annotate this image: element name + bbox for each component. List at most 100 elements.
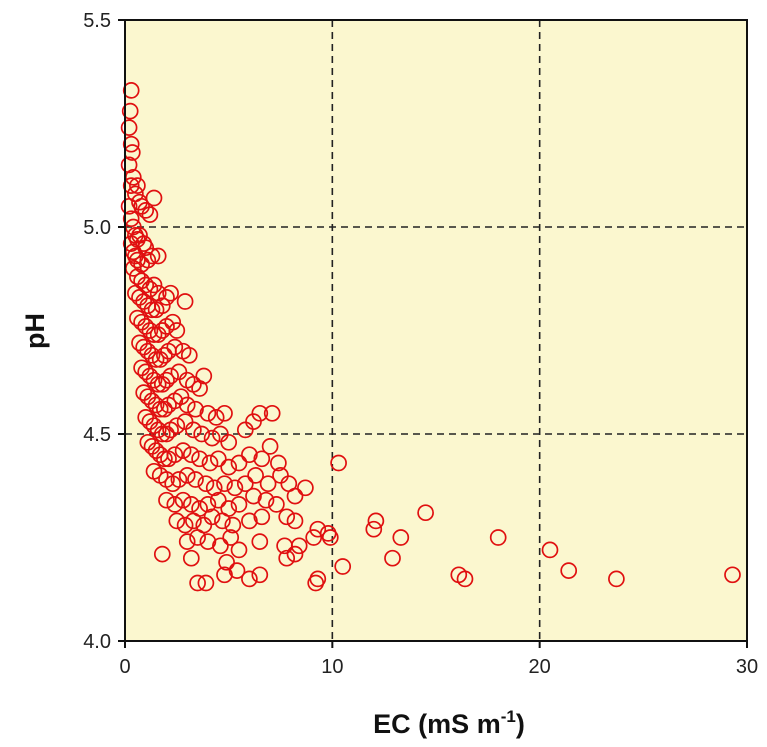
data-point bbox=[330, 454, 347, 472]
data-point bbox=[168, 512, 186, 530]
data-point bbox=[199, 496, 217, 513]
data-point bbox=[120, 156, 138, 174]
data-point bbox=[185, 512, 202, 530]
data-point bbox=[172, 388, 190, 406]
data-point bbox=[158, 491, 175, 509]
data-point bbox=[209, 491, 227, 509]
data-point bbox=[220, 458, 238, 476]
data-point bbox=[178, 467, 196, 484]
data-point bbox=[193, 425, 211, 443]
data-point bbox=[166, 446, 184, 464]
data-point bbox=[608, 570, 625, 588]
data-point bbox=[321, 529, 339, 546]
data-point bbox=[367, 512, 385, 530]
plot-background bbox=[125, 20, 747, 641]
data-point bbox=[182, 496, 200, 513]
x-axis-title-close: ) bbox=[516, 709, 525, 739]
data-point bbox=[158, 425, 175, 443]
data-point bbox=[199, 533, 217, 550]
data-point bbox=[168, 322, 186, 339]
data-point bbox=[241, 570, 258, 588]
data-point bbox=[212, 537, 229, 555]
data-point bbox=[251, 404, 269, 422]
data-point bbox=[189, 574, 206, 592]
data-point bbox=[224, 516, 242, 534]
data-point bbox=[270, 454, 287, 472]
x-axis-title-superscript: -1 bbox=[501, 707, 516, 726]
data-point bbox=[230, 541, 248, 559]
data-point bbox=[141, 206, 159, 223]
data-point bbox=[560, 562, 578, 579]
data-point bbox=[122, 82, 140, 99]
data-point bbox=[145, 189, 163, 207]
data-point bbox=[241, 446, 258, 464]
data-point bbox=[297, 479, 314, 497]
y-tick-label: 5.0 bbox=[83, 217, 111, 239]
data-point bbox=[456, 570, 474, 588]
data-point bbox=[286, 487, 304, 505]
data-point bbox=[156, 346, 173, 364]
data-point bbox=[724, 566, 741, 584]
data-point bbox=[489, 529, 507, 546]
data-point bbox=[147, 351, 165, 368]
data-point bbox=[143, 301, 161, 319]
data-point bbox=[137, 202, 155, 219]
data-point bbox=[120, 119, 138, 136]
data-point bbox=[121, 102, 139, 120]
data-point bbox=[182, 446, 200, 464]
data-point bbox=[278, 508, 296, 526]
data-point bbox=[174, 491, 192, 509]
data-points bbox=[120, 82, 741, 592]
data-point bbox=[191, 380, 208, 397]
data-point bbox=[141, 322, 159, 339]
data-point bbox=[197, 475, 215, 493]
data-point bbox=[143, 247, 161, 265]
data-point bbox=[145, 276, 163, 294]
y-tick-label: 4.0 bbox=[83, 631, 111, 653]
data-point bbox=[334, 558, 352, 575]
axis-ticks bbox=[118, 19, 748, 648]
data-point bbox=[253, 450, 271, 468]
data-point bbox=[253, 508, 271, 526]
data-point bbox=[195, 367, 213, 385]
data-point bbox=[290, 537, 308, 555]
data-point bbox=[216, 566, 233, 584]
data-point bbox=[191, 450, 208, 468]
data-point bbox=[147, 396, 165, 414]
data-point bbox=[201, 454, 219, 472]
data-point bbox=[220, 433, 238, 451]
data-point bbox=[182, 549, 200, 567]
data-point bbox=[170, 471, 188, 488]
data-point bbox=[187, 400, 204, 418]
data-point bbox=[218, 553, 235, 571]
data-point bbox=[149, 284, 167, 302]
data-point bbox=[166, 338, 184, 356]
data-point bbox=[209, 450, 227, 468]
data-point bbox=[145, 326, 163, 343]
data-point bbox=[236, 475, 254, 493]
data-point bbox=[180, 346, 198, 364]
data-point bbox=[216, 475, 233, 493]
x-tick-label: 20 bbox=[529, 656, 551, 678]
data-point bbox=[384, 549, 401, 567]
data-point bbox=[153, 297, 171, 315]
data-point bbox=[145, 371, 163, 389]
data-point bbox=[226, 479, 244, 497]
data-point bbox=[245, 413, 262, 430]
data-point bbox=[153, 545, 171, 563]
x-tick-label: 0 bbox=[119, 656, 130, 678]
data-point bbox=[365, 520, 383, 538]
data-point bbox=[228, 562, 246, 579]
plot-frame bbox=[124, 19, 748, 642]
data-point bbox=[203, 508, 221, 526]
data-point bbox=[149, 247, 167, 265]
data-point bbox=[176, 516, 194, 534]
data-point bbox=[247, 467, 264, 484]
data-point bbox=[168, 417, 186, 435]
data-point bbox=[197, 574, 215, 592]
data-point bbox=[143, 346, 161, 364]
data-point bbox=[541, 541, 559, 559]
data-point bbox=[122, 210, 140, 228]
y-axis-title: pH bbox=[20, 313, 50, 349]
